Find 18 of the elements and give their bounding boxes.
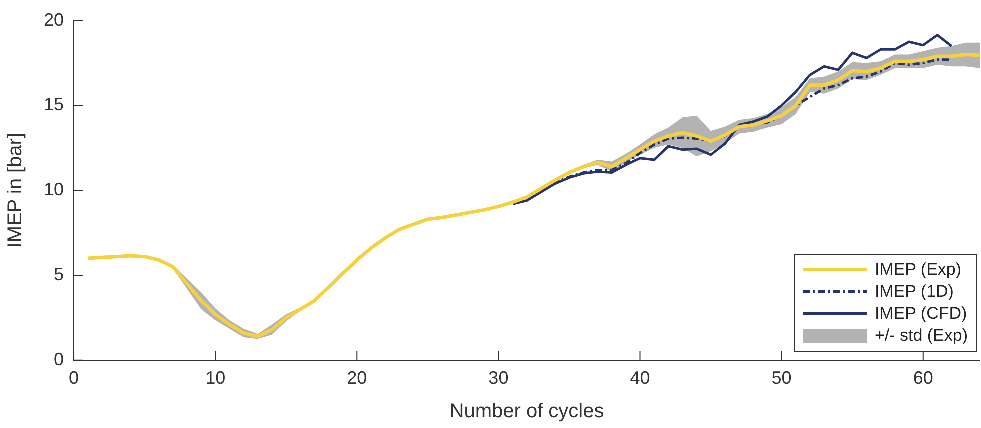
x-tick-label: 20 bbox=[347, 368, 368, 388]
y-tick-label: 0 bbox=[54, 349, 64, 370]
annotation: +/- std (Exp) bbox=[874, 326, 968, 346]
y-axis-title: IMEP in [bar] bbox=[4, 132, 27, 248]
y-tick-label: 15 bbox=[44, 94, 64, 115]
x-tick-label: 10 bbox=[206, 368, 226, 388]
legend-label: IMEP (1D) bbox=[874, 282, 954, 302]
y-tick-label: 10 bbox=[44, 180, 64, 200]
x-tick-label: 40 bbox=[630, 368, 650, 388]
x-tick-label: 0 bbox=[69, 368, 80, 388]
y-tick-label: 5 bbox=[54, 264, 64, 284]
x-axis-title: Number of cycles bbox=[450, 400, 604, 423]
legend-label: IMEP (CFD) bbox=[874, 304, 968, 324]
x-tick-label: 60 bbox=[913, 368, 934, 388]
legend-label: IMEP (Exp) bbox=[874, 260, 962, 280]
y-tick-label: 20 bbox=[44, 10, 64, 30]
x-tick-label: 50 bbox=[772, 368, 792, 388]
x-tick-label: 30 bbox=[488, 368, 509, 388]
